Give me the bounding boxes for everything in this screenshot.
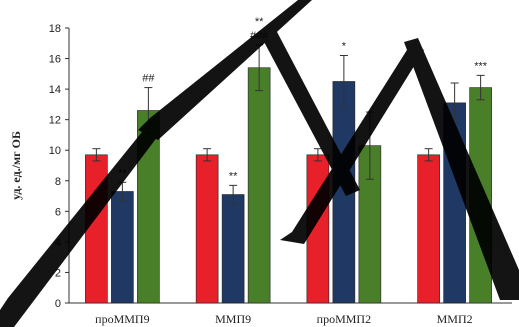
bar	[443, 102, 466, 304]
significance-mark: *	[342, 41, 347, 53]
bar	[85, 154, 108, 304]
y-tick-label: 8	[55, 176, 61, 188]
y-tick-label: 4	[55, 237, 61, 249]
y-tick-label: 2	[55, 267, 61, 279]
significance-mark: **	[255, 16, 264, 28]
significance-mark: **	[118, 167, 127, 179]
bar	[111, 191, 134, 304]
y-tick-label: 6	[55, 206, 61, 218]
bars	[85, 67, 492, 304]
bar	[332, 81, 356, 304]
y-tick-label: 0	[55, 298, 61, 310]
y-axis-label: уд. ед./мг ОБ	[9, 131, 23, 200]
significance-mark: ###	[250, 30, 269, 42]
bar	[137, 110, 160, 304]
x-tick-label: ММП2	[437, 312, 473, 326]
x-tick-label: проММП2	[317, 312, 371, 326]
bar	[221, 194, 245, 304]
bar	[469, 87, 492, 304]
significance-mark: ##	[142, 73, 155, 85]
y-tick-label: 16	[49, 54, 61, 66]
significance-mark: **	[229, 170, 238, 182]
x-tick-label: проММП9	[95, 312, 149, 326]
bar	[247, 67, 271, 304]
significance-mark: ***	[474, 60, 488, 72]
y-tick-label: 12	[49, 115, 61, 127]
bar	[417, 154, 440, 304]
bar	[306, 154, 330, 304]
x-tick-label: ММП9	[215, 312, 251, 326]
y-tick-label: 18	[49, 23, 61, 35]
y-tick-label: 14	[49, 84, 61, 96]
y-tick-label: 10	[49, 145, 61, 157]
bar	[195, 154, 219, 304]
